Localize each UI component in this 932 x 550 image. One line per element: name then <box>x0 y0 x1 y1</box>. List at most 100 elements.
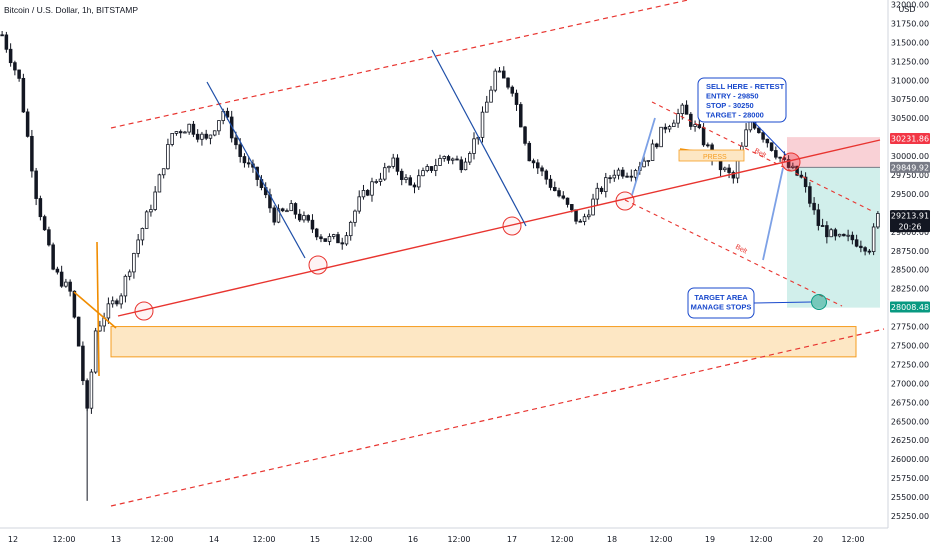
candle-body[interactable] <box>791 165 795 168</box>
candle-body[interactable] <box>425 166 430 171</box>
candle-body[interactable] <box>387 165 391 169</box>
candle-body[interactable] <box>850 234 855 241</box>
candle-body[interactable] <box>506 77 510 88</box>
candle-body[interactable] <box>646 160 651 162</box>
candle-body[interactable] <box>59 271 64 287</box>
candle-body[interactable] <box>735 160 740 179</box>
candle-body[interactable] <box>225 110 230 118</box>
candle-body[interactable] <box>667 126 672 130</box>
candle-body[interactable] <box>693 124 697 127</box>
candle-body[interactable] <box>655 143 659 148</box>
candle-body[interactable] <box>378 178 383 182</box>
candle-body[interactable] <box>187 123 191 133</box>
candle-body[interactable] <box>408 177 413 186</box>
candle-body[interactable] <box>42 216 47 231</box>
candle-body[interactable] <box>672 122 676 127</box>
candle-body[interactable] <box>89 371 94 409</box>
candle-body[interactable] <box>825 225 829 238</box>
candle-body[interactable] <box>438 158 442 166</box>
candle-body[interactable] <box>357 196 361 212</box>
candle-body[interactable] <box>553 187 557 192</box>
candle-body[interactable] <box>837 233 842 237</box>
candle-body[interactable] <box>574 209 578 222</box>
candle-body[interactable] <box>285 210 289 213</box>
candle-body[interactable] <box>178 131 183 134</box>
candle-body[interactable] <box>323 238 327 242</box>
candle-body[interactable] <box>399 170 404 180</box>
candle-body[interactable] <box>761 132 765 140</box>
candle-body[interactable] <box>846 234 850 237</box>
candle-body[interactable] <box>246 162 251 165</box>
candle-body[interactable] <box>442 156 447 159</box>
candle-body[interactable] <box>81 345 85 382</box>
candle-body[interactable] <box>642 160 646 168</box>
candle-body[interactable] <box>340 242 344 245</box>
candle-body[interactable] <box>38 198 43 218</box>
candle-body[interactable] <box>727 167 731 173</box>
candle-body[interactable] <box>816 209 821 226</box>
candle-body[interactable] <box>161 168 166 176</box>
candle-body[interactable] <box>68 281 72 292</box>
candle-body[interactable] <box>778 156 782 159</box>
candle-body[interactable] <box>812 202 816 211</box>
candle-body[interactable] <box>684 104 689 115</box>
candle-body[interactable] <box>302 215 306 221</box>
candle-body[interactable] <box>234 137 238 146</box>
candle-body[interactable] <box>582 216 587 222</box>
candle-body[interactable] <box>429 166 434 171</box>
candle-body[interactable] <box>344 235 349 245</box>
time-axis[interactable]: 12 12:00 13 12:00 14 12:00 15 12:00 16 12:00 17 12:… <box>8 535 865 544</box>
candle-body[interactable] <box>663 126 668 130</box>
candle-body[interactable] <box>72 290 77 318</box>
candle-body[interactable] <box>493 70 498 91</box>
candle-body[interactable] <box>765 138 770 144</box>
candle-body[interactable] <box>463 161 468 171</box>
candle-body[interactable] <box>557 190 561 197</box>
candle-body[interactable] <box>859 245 863 249</box>
candle-body[interactable] <box>64 281 68 287</box>
candle-body[interactable] <box>625 175 629 178</box>
candle-body[interactable] <box>331 234 336 237</box>
candle-body[interactable] <box>93 330 98 373</box>
candle-body[interactable] <box>21 77 26 113</box>
candle-body[interactable] <box>621 169 625 177</box>
candle-body[interactable] <box>536 162 540 169</box>
candle-body[interactable] <box>472 138 476 154</box>
candle-body[interactable] <box>697 124 702 129</box>
candle-body[interactable] <box>13 62 17 71</box>
candle-body[interactable] <box>217 120 221 132</box>
candle-body[interactable] <box>446 156 451 161</box>
candle-body[interactable] <box>863 247 867 252</box>
candle-body[interactable] <box>157 174 162 193</box>
candle-body[interactable] <box>497 70 502 73</box>
candle-body[interactable] <box>204 133 208 139</box>
candle-body[interactable] <box>119 295 123 305</box>
candle-body[interactable] <box>523 126 527 144</box>
candle-body[interactable] <box>544 170 549 180</box>
candle-body[interactable] <box>144 211 149 229</box>
candle-body[interactable] <box>612 174 617 179</box>
candle-body[interactable] <box>531 160 536 164</box>
candle-body[interactable] <box>293 203 298 215</box>
candle-body[interactable] <box>0 34 4 37</box>
candle-body[interactable] <box>808 186 812 204</box>
candle-body[interactable] <box>76 316 81 347</box>
candle-body[interactable] <box>374 181 378 183</box>
candle-body[interactable] <box>659 126 663 148</box>
candle-body[interactable] <box>319 236 323 240</box>
candle-body[interactable] <box>799 174 804 178</box>
candle-body[interactable] <box>608 177 612 180</box>
candle-body[interactable] <box>276 208 281 223</box>
candle-body[interactable] <box>327 236 332 242</box>
candle-body[interactable] <box>502 70 506 79</box>
candle-body[interactable] <box>650 143 655 161</box>
candles-layer[interactable] <box>0 30 880 501</box>
candle-body[interactable] <box>8 48 13 64</box>
candle-body[interactable] <box>47 229 51 246</box>
candle-body[interactable] <box>353 210 357 223</box>
candle-body[interactable] <box>867 250 872 253</box>
candle-body[interactable] <box>455 158 459 161</box>
candle-body[interactable] <box>110 300 115 305</box>
candle-body[interactable] <box>382 167 387 180</box>
